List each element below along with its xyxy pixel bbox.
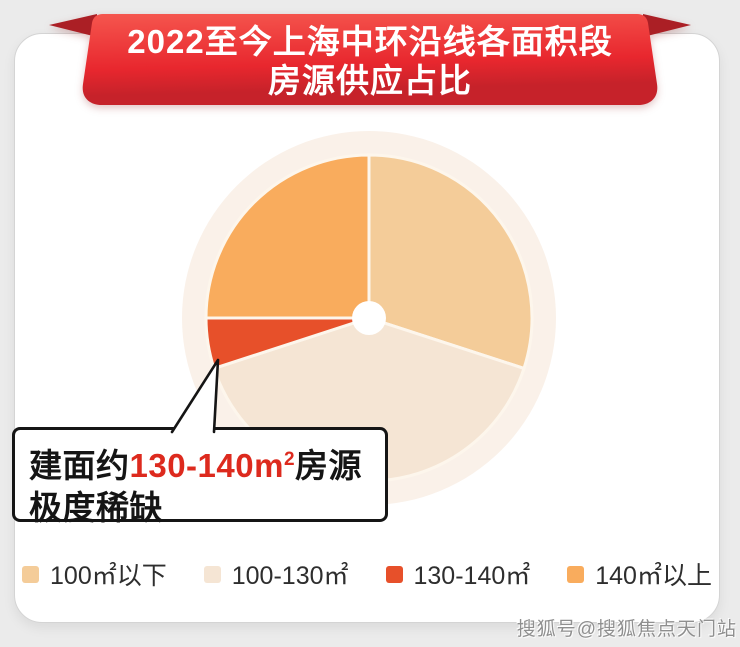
callout-line-2: 极度稀缺 [29,489,163,526]
chart-legend: 100㎡以下 100-130㎡ 130-140㎡ 140㎡以上 [14,556,720,592]
legend-swatch-over-140 [567,565,585,583]
annotation-callout: 建面约130-140m2房源 极度稀缺 [12,427,388,526]
legend-swatch-130-140 [385,565,403,583]
infographic-card [14,33,720,623]
legend-label-under-100: 100㎡以下 [50,562,167,590]
callout-prefix: 建面约 [29,447,130,484]
legend-label-130-140: 130-140㎡ [413,562,531,590]
callout-highlight: 130-140m2 [129,447,296,484]
callout-suffix: 房源 [295,447,363,484]
callout-superscript: 2 [283,449,296,470]
title-line-1: 2022至今上海中环沿线各面积段 [127,23,613,60]
legend-swatch-under-100 [22,565,40,583]
legend-item-130-140: 130-140㎡ [385,556,531,592]
legend-item-over-140: 140㎡以上 [567,556,712,592]
callout-line-1: 建面约130-140m2房源 [29,439,371,487]
page-title: 2022至今上海中环沿线各面积段 房源供应占比 [90,22,650,100]
legend-label-over-140: 140㎡以上 [595,562,712,590]
legend-item-under-100: 100㎡以下 [22,556,167,592]
legend-item-100-130: 100-130㎡ [203,556,349,592]
legend-label-100-130: 100-130㎡ [231,562,349,590]
legend-swatch-100-130 [203,565,221,583]
title-line-2: 房源供应占比 [268,62,472,99]
watermark: 搜狐号@搜狐焦点天门站 [516,619,737,640]
